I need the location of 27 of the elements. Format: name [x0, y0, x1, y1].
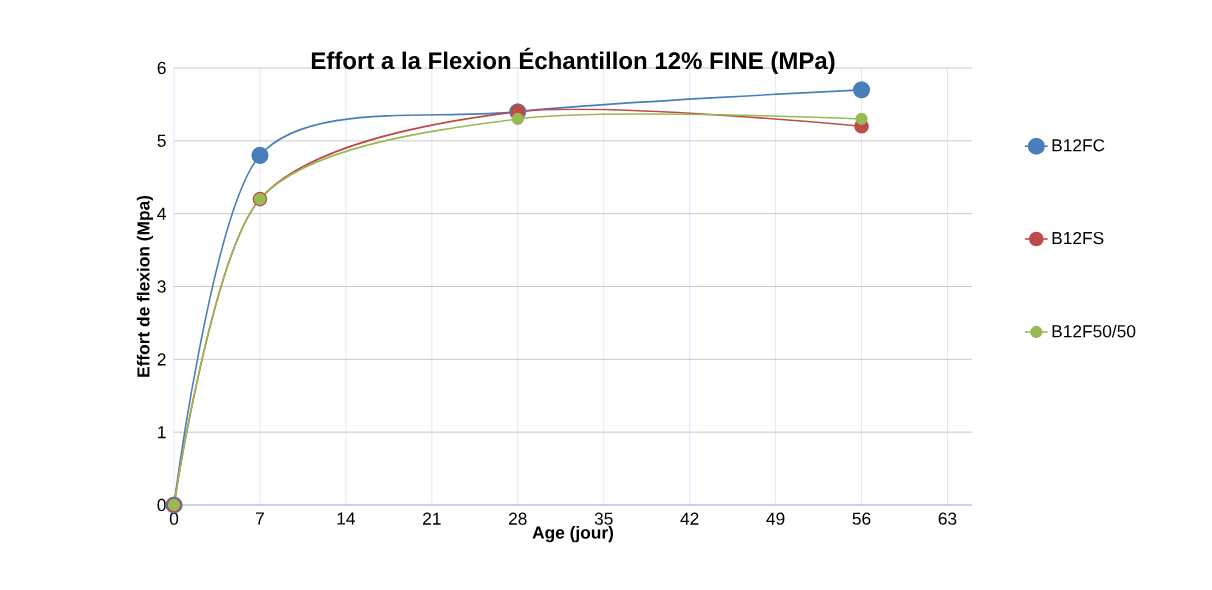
x-tick-label: 49: [766, 512, 785, 525]
x-tick-label: 63: [938, 512, 957, 525]
y-tick-label: 3: [157, 280, 166, 293]
x-tick-label: 0: [169, 512, 179, 525]
y-tick-label: 1: [158, 426, 166, 439]
y-tick-label: 0: [157, 498, 166, 512]
y-tick-label: 4: [157, 207, 166, 220]
x-tick-label: 56: [852, 512, 871, 525]
legend-label: B12FC: [1052, 139, 1105, 152]
y-axis-title: Effort de flexion (Mpa): [136, 195, 153, 377]
y-tick-label: 2: [157, 353, 166, 366]
legend-label: B12FS: [1052, 231, 1104, 245]
x-tick-label: 42: [680, 512, 699, 525]
legend-label: B12F50/50: [1052, 324, 1136, 338]
point: [855, 112, 868, 126]
y-tick-label: 5: [157, 134, 166, 147]
point: [251, 146, 269, 164]
x-axis-title: Age (jour): [532, 525, 614, 543]
y-tick-label: 6: [157, 61, 166, 75]
x-tick-label: 21: [423, 512, 441, 525]
x-tick-label: 14: [337, 512, 356, 525]
x-tick-label: 28: [509, 512, 527, 525]
x-tick-label: 7: [256, 512, 264, 525]
point: [852, 81, 871, 99]
point: [511, 112, 524, 126]
chart-title: Effort a la Flexion Échantillon 12% FINE (MPa): [311, 47, 835, 74]
x-tick-label: 35: [594, 512, 613, 525]
